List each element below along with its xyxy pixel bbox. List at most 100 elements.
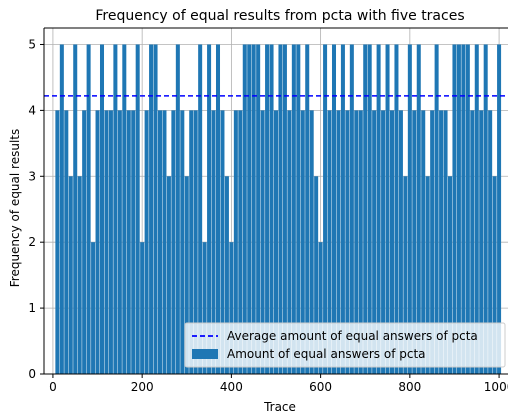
y-tick-label-2: 2: [28, 235, 36, 249]
y-tick-label-3: 3: [28, 169, 36, 183]
bar-23: [157, 110, 163, 374]
legend-bar-swatch: [192, 349, 218, 359]
bar-51: [282, 44, 287, 374]
bar-85: [434, 44, 439, 374]
bar-48: [269, 44, 274, 374]
bar-99: [497, 44, 502, 374]
bar-89: [452, 44, 457, 374]
bar-69: [363, 44, 368, 374]
bar-43: [247, 44, 252, 374]
bar-58: [314, 176, 319, 374]
bars: [55, 44, 502, 374]
bar-72: [376, 44, 381, 374]
bar-63: [336, 110, 341, 374]
y-tick-label-4: 4: [28, 103, 36, 117]
bar-34: [207, 44, 212, 374]
bar-93: [470, 110, 475, 374]
bar-79: [407, 44, 412, 374]
bar-27: [175, 44, 180, 374]
bar-64: [340, 44, 345, 374]
bar-25: [166, 176, 171, 374]
y-axis-label: Frequency of equal results: [8, 129, 22, 288]
bar-39: [229, 242, 234, 374]
axes-frame: [43, 27, 508, 375]
legend: Average amount of equal answers of pcta …: [184, 322, 506, 368]
bar-80: [412, 110, 417, 374]
bar-82: [421, 110, 426, 374]
bar-3: [68, 176, 73, 374]
bar-97: [488, 110, 493, 374]
legend-bar-label: Amount of equal answers of pcta: [227, 347, 426, 361]
bar-81: [416, 44, 421, 374]
bar-96: [483, 44, 488, 374]
y-tick-label-5: 5: [28, 37, 36, 51]
bar-33: [202, 242, 207, 374]
bar-78: [403, 176, 408, 374]
bar-29: [184, 176, 189, 374]
bar-88: [447, 176, 453, 374]
bar-98: [492, 176, 497, 374]
legend-average-label: Average amount of equal answers of pcta: [227, 329, 478, 343]
bar-6: [82, 110, 87, 374]
bar-84: [430, 110, 435, 374]
bar-76: [394, 44, 399, 374]
bar-87: [443, 110, 448, 374]
bar-7: [86, 44, 91, 374]
x-tick-label-1: 200: [131, 380, 154, 394]
bar-59: [318, 242, 323, 374]
bar-57: [309, 110, 314, 374]
bar-22: [153, 44, 158, 374]
bar-95: [479, 110, 484, 374]
bar-31: [193, 110, 198, 374]
bar-35: [211, 110, 216, 374]
bar-60: [323, 44, 328, 374]
bar-71: [372, 110, 377, 374]
bar-91: [461, 44, 466, 374]
bar-67: [354, 110, 359, 374]
bar-94: [474, 44, 479, 374]
bar-18: [135, 44, 140, 374]
bar-28: [180, 110, 185, 374]
bar-42: [242, 44, 247, 374]
bar-65: [345, 110, 350, 374]
x-tick-label-3: 600: [309, 380, 332, 394]
bar-11: [104, 110, 109, 374]
bar-90: [456, 44, 461, 374]
bar-55: [300, 110, 305, 374]
bar-52: [287, 110, 292, 374]
bar-46: [260, 110, 265, 374]
x-tick-label-4: 800: [398, 380, 421, 394]
bar-75: [389, 110, 395, 374]
bar-61: [327, 110, 332, 374]
bar-10: [99, 44, 105, 374]
bar-19: [140, 242, 145, 374]
bar-4: [73, 44, 78, 374]
bar-9: [95, 110, 100, 374]
bar-68: [358, 110, 363, 374]
y-ticks: 0 1 2 3 4 5: [28, 37, 44, 381]
bar-26: [171, 110, 176, 374]
bar-1: [59, 44, 64, 374]
x-tick-label-2: 400: [220, 380, 243, 394]
bar-45: [256, 44, 261, 374]
y-tick-label-0: 0: [28, 367, 36, 381]
bar-40: [233, 110, 238, 374]
bar-15: [122, 44, 127, 374]
bar-73: [381, 110, 386, 374]
bar-16: [126, 110, 131, 374]
bar-74: [385, 44, 390, 374]
bar-2: [64, 110, 69, 374]
bar-32: [198, 44, 203, 374]
bar-41: [238, 110, 243, 374]
x-axis-label: Trace: [263, 400, 296, 414]
bar-49: [273, 110, 279, 374]
bar-37: [220, 110, 225, 374]
bar-56: [305, 44, 310, 374]
bar-38: [224, 176, 229, 374]
bar-8: [91, 242, 96, 374]
bar-0: [55, 110, 60, 374]
y-tick-label-1: 1: [28, 301, 36, 315]
bar-77: [398, 110, 403, 374]
